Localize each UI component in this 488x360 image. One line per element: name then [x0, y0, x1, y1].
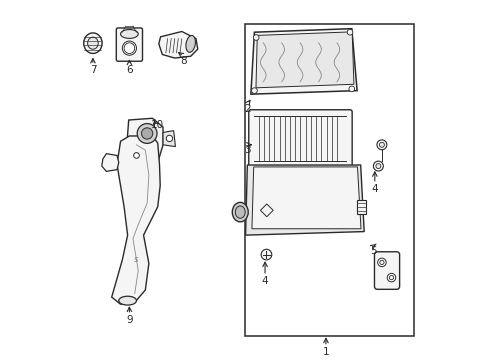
Polygon shape: [102, 154, 119, 171]
Circle shape: [137, 123, 157, 143]
Circle shape: [124, 43, 134, 53]
Circle shape: [379, 142, 384, 147]
Ellipse shape: [232, 202, 248, 222]
Circle shape: [261, 249, 271, 260]
Circle shape: [346, 30, 352, 35]
Ellipse shape: [121, 30, 138, 39]
Circle shape: [141, 128, 152, 139]
Ellipse shape: [235, 206, 244, 218]
Polygon shape: [255, 32, 353, 88]
Circle shape: [133, 153, 139, 158]
Circle shape: [253, 35, 259, 40]
Text: 5: 5: [370, 246, 376, 256]
Text: 3: 3: [244, 145, 250, 155]
Polygon shape: [260, 204, 273, 217]
Polygon shape: [126, 118, 163, 171]
FancyBboxPatch shape: [374, 252, 399, 289]
Circle shape: [373, 161, 383, 171]
Polygon shape: [356, 200, 365, 214]
Polygon shape: [163, 131, 175, 147]
Polygon shape: [159, 31, 197, 58]
Text: 8: 8: [180, 56, 186, 66]
Text: 9: 9: [126, 315, 132, 325]
Polygon shape: [245, 165, 364, 235]
Ellipse shape: [83, 33, 102, 53]
Bar: [244, 24, 413, 336]
FancyBboxPatch shape: [116, 28, 142, 61]
Text: 7: 7: [89, 65, 96, 75]
Text: 6: 6: [126, 65, 132, 75]
Ellipse shape: [122, 41, 136, 55]
Text: 2: 2: [244, 104, 250, 114]
Text: 1: 1: [322, 347, 328, 357]
Polygon shape: [250, 29, 356, 94]
Text: 10: 10: [151, 120, 164, 130]
Ellipse shape: [87, 37, 98, 49]
Text: 4: 4: [371, 184, 377, 194]
Polygon shape: [136, 164, 152, 177]
FancyBboxPatch shape: [248, 110, 351, 167]
Ellipse shape: [185, 36, 195, 52]
Circle shape: [348, 86, 354, 92]
Circle shape: [375, 163, 380, 168]
Circle shape: [379, 260, 383, 265]
Circle shape: [388, 275, 393, 280]
Circle shape: [251, 88, 257, 94]
Polygon shape: [111, 136, 160, 304]
Polygon shape: [251, 167, 360, 229]
Circle shape: [376, 140, 386, 150]
Ellipse shape: [119, 296, 136, 305]
Circle shape: [386, 273, 395, 282]
Text: S: S: [134, 257, 139, 263]
Text: 4: 4: [261, 276, 268, 286]
Circle shape: [377, 258, 386, 267]
Circle shape: [166, 135, 172, 141]
